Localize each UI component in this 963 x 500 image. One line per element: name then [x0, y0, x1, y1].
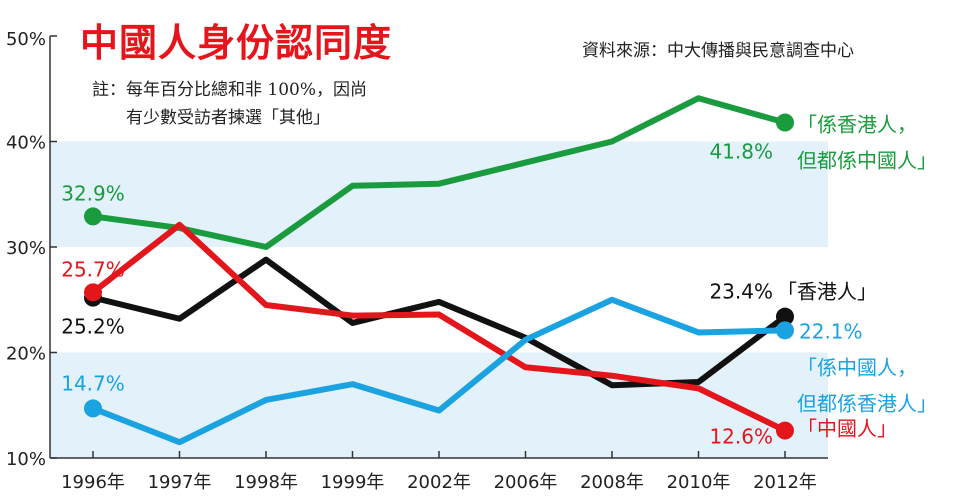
x-tick-label-1: 1997年 [148, 472, 212, 493]
x-tick-label-5: 2006年 [494, 472, 558, 493]
chart-note-line-2: 有少數受訪者揀選「其他」 [126, 108, 330, 128]
y-tick-label-0: 10% [6, 449, 46, 470]
x-tick-label-0: 1996年 [61, 472, 125, 493]
chart-title: 中國人身份認同度 [80, 21, 393, 65]
series-start-marker-green [84, 207, 102, 226]
series-start-label-green: 32.9% [61, 181, 125, 205]
series-start-marker-red [84, 283, 102, 302]
x-tick-label-2: 1998年 [234, 472, 298, 493]
y-tick-label-4: 50% [6, 29, 46, 50]
y-tick-label-1: 20% [6, 344, 46, 365]
series-legend-line1-blue: 「係中國人， [797, 355, 917, 379]
y-tick-label-2: 30% [6, 238, 46, 259]
x-tick-label-3: 1999年 [321, 472, 385, 493]
series-line-blue [90, 296, 788, 446]
x-tick-label-7: 2010年 [667, 472, 731, 493]
y-tick-label-3: 40% [6, 133, 46, 154]
series-end-label-black: 23.4% [709, 280, 773, 304]
series-end-marker-blue [776, 321, 794, 340]
series-end-label-green: 41.8% [709, 140, 773, 164]
series-start-label-blue: 14.7% [61, 371, 125, 395]
series-end-marker-red [776, 421, 794, 440]
chart-source: 資料來源：中大傳播與民意調查中心 [582, 41, 854, 61]
x-tick-label-6: 2008年 [580, 472, 644, 493]
series-end-label-red: 12.6% [709, 425, 773, 449]
series-start-label-black: 25.2% [61, 315, 125, 339]
series-start-marker-blue [84, 399, 102, 418]
series-legend-line1-red: 「中國人」 [797, 417, 897, 441]
series-legend-line1-black: 「香港人」 [777, 280, 877, 304]
series-line-green [90, 95, 788, 250]
series-start-label-red: 25.7% [61, 257, 125, 281]
series-end-marker-black [776, 307, 794, 326]
series-legend-line1-green: 「係香港人， [797, 113, 917, 137]
series-legend-line2-green: 但都係中國人」 [797, 149, 937, 173]
series-end-label-blue: 22.1% [799, 319, 863, 343]
series-line-red [90, 221, 788, 434]
x-tick-label-4: 2002年 [407, 472, 471, 493]
series-end-marker-green [776, 113, 794, 132]
series-legend-line2-blue: 但都係香港人」 [797, 391, 937, 415]
x-tick-label-8: 2012年 [753, 472, 817, 493]
chart-note: 註：每年百分比總和非 100%，因尚 有少數受訪者揀選「其他」 [92, 76, 367, 132]
chart-note-line-1: 註：每年百分比總和非 100%，因尚 [92, 80, 368, 100]
